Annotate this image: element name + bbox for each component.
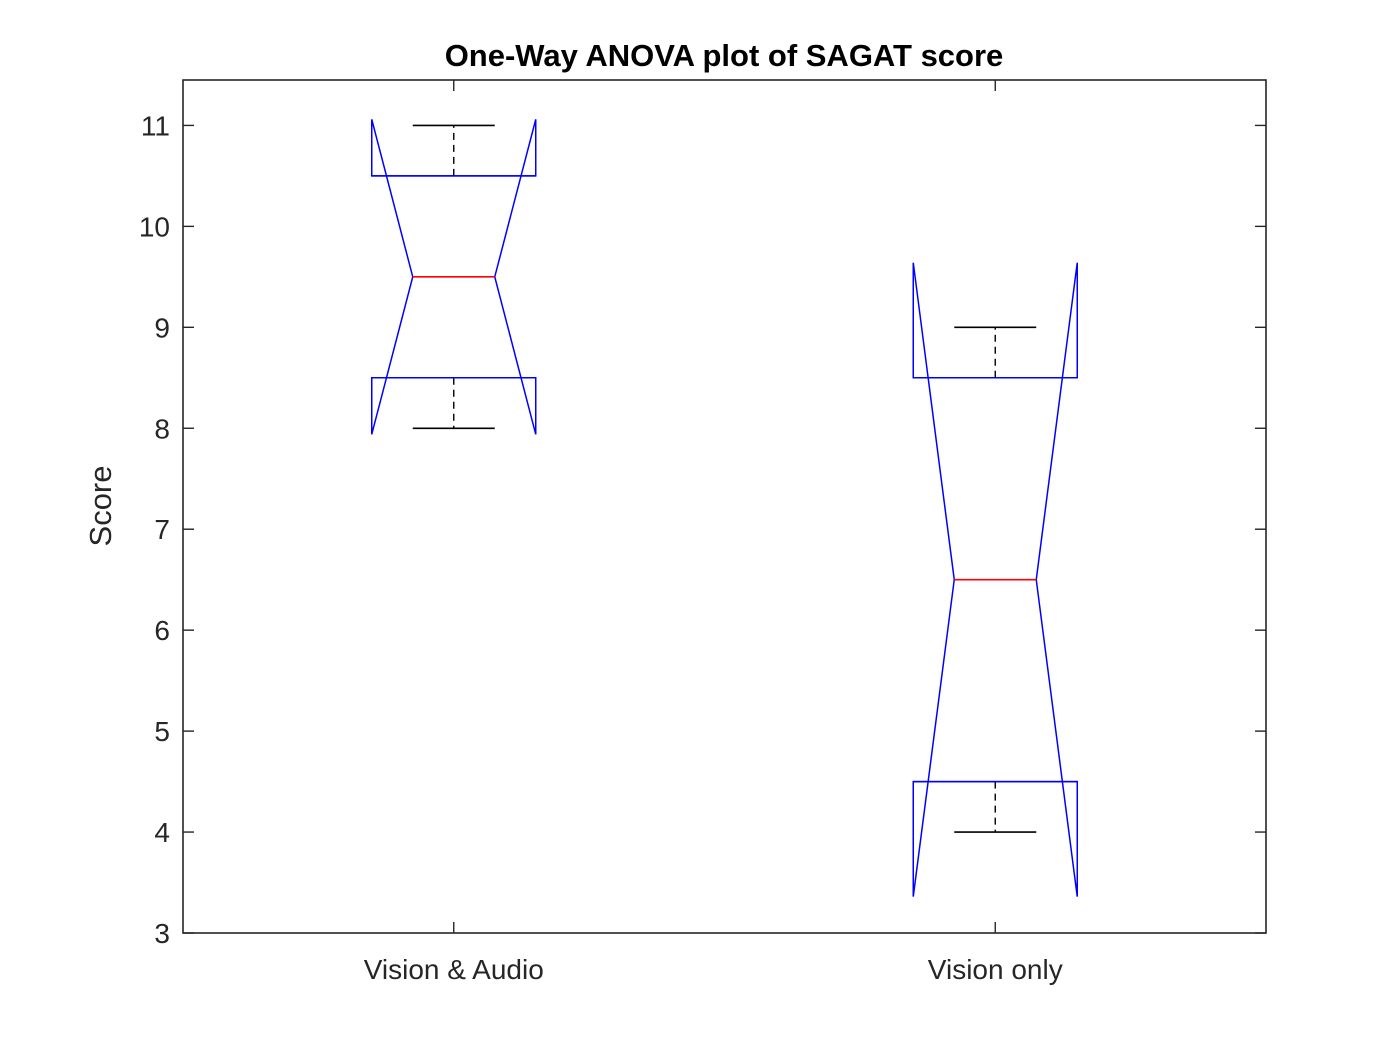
plot-area: 3 4 5 6 7 8 9 10 11 Vision & Audio Vision only (139, 79, 1267, 985)
chart-title: One-Way ANOVA plot of SAGAT score (445, 38, 1004, 73)
y-axis-label: Score (83, 466, 118, 547)
y-tick-label: 3 (154, 918, 170, 949)
y-tick-label: 5 (154, 716, 170, 747)
y-tick-label: 4 (154, 817, 170, 848)
y-tick-label: 9 (154, 312, 170, 343)
y-tick-label: 10 (139, 211, 170, 242)
x-category-label: Vision only (928, 954, 1063, 985)
y-tick-label: 11 (141, 110, 170, 141)
axes-frame (182, 79, 1267, 934)
x-category-label: Vision & Audio (364, 954, 544, 985)
y-tick-label: 7 (154, 514, 170, 545)
y-tick-label: 6 (154, 615, 170, 646)
y-tick-label: 8 (154, 413, 170, 444)
